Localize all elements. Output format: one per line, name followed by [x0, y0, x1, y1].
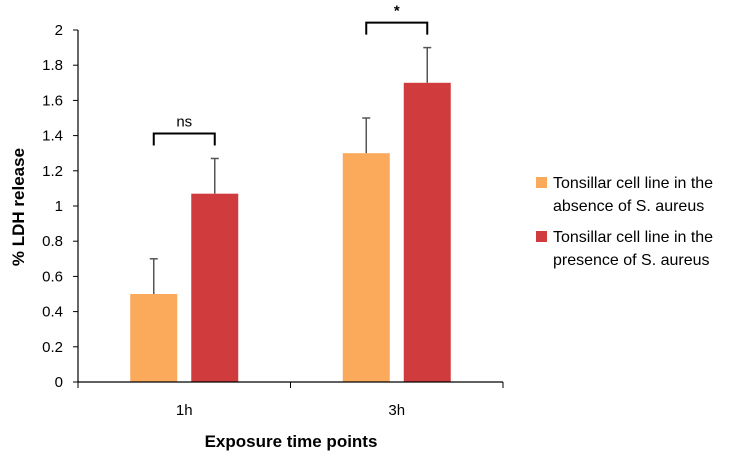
- y-tick-label-1.2: 1.2: [42, 163, 63, 180]
- significance-bracket-1h: [152, 132, 216, 146]
- bar-1h-series-1: [130, 294, 178, 382]
- bar-3h-series-1: [342, 153, 390, 382]
- significance-label-3h: *: [394, 3, 400, 20]
- significance-annotations: ns *: [152, 3, 429, 146]
- y-tick-label-1.8: 1.8: [42, 57, 63, 74]
- significance-bracket-3h: [365, 21, 429, 35]
- legend-label-presence: Tonsillar cell line in the presence of S…: [553, 229, 714, 269]
- bars-group: [130, 82, 451, 383]
- legend: Tonsillar cell line in the absence of S.…: [536, 172, 741, 280]
- x-axis-title: Exposure time points: [205, 432, 378, 451]
- axes-group: 0 0.2 0.4 0.6 0.8 1 1.2 1.4 1.6 1.8 2 1h 3h: [42, 22, 504, 419]
- x-tick-label-1h: 1h: [176, 402, 193, 419]
- y-tick-label-1: 1: [55, 198, 63, 215]
- y-tick-label-1.4: 1.4: [42, 128, 63, 145]
- x-tick-label-3h: 3h: [388, 402, 405, 419]
- y-tick-label-0.4: 0.4: [42, 304, 63, 321]
- legend-item-presence: Tonsillar cell line in the presence of S…: [536, 226, 741, 272]
- bar-1h-series-2: [191, 193, 239, 382]
- y-tick-label-1.6: 1.6: [42, 92, 63, 109]
- legend-swatch-presence: [536, 231, 547, 242]
- y-tick-label-0.8: 0.8: [42, 233, 63, 250]
- y-tick-label-0.2: 0.2: [42, 339, 63, 356]
- legend-swatch-absence: [536, 177, 547, 188]
- y-tick-label-0: 0: [55, 374, 63, 391]
- y-tick-label-2: 2: [55, 22, 63, 39]
- legend-item-absence: Tonsillar cell line in the absence of S.…: [536, 172, 741, 218]
- bar-3h-series-2: [403, 82, 451, 383]
- significance-label-1h: ns: [176, 113, 192, 130]
- error-bars-group: [149, 46, 432, 294]
- y-tick-label-0.6: 0.6: [42, 268, 63, 285]
- legend-label-absence: Tonsillar cell line in the absence of S.…: [553, 175, 714, 215]
- y-axis-title: % LDH release: [9, 148, 28, 266]
